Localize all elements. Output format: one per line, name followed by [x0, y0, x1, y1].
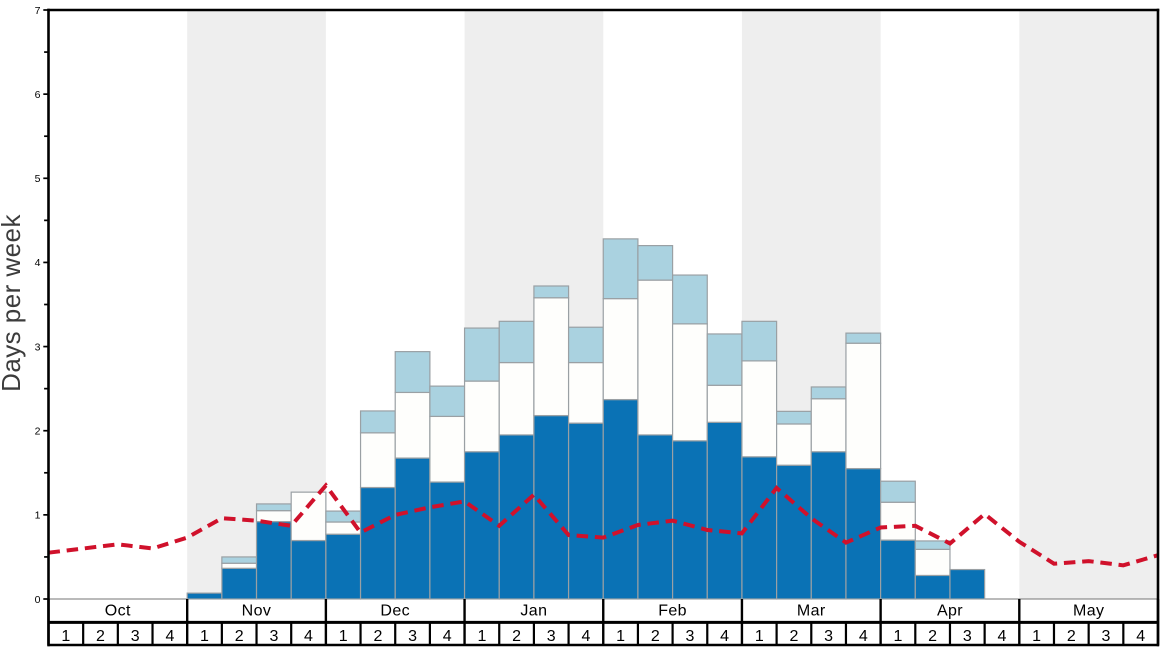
svg-text:2: 2 — [789, 628, 798, 645]
svg-text:1: 1 — [755, 628, 764, 645]
svg-text:1: 1 — [616, 628, 625, 645]
svg-text:3: 3 — [269, 628, 278, 645]
svg-text:7: 7 — [35, 5, 41, 17]
svg-text:3: 3 — [131, 628, 140, 645]
svg-text:0: 0 — [35, 594, 41, 606]
svg-text:1: 1 — [61, 628, 70, 645]
svg-text:4: 4 — [304, 628, 313, 645]
svg-text:May: May — [1073, 603, 1104, 620]
svg-text:1: 1 — [477, 628, 486, 645]
svg-text:Days per week: Days per week — [0, 214, 26, 392]
svg-text:3: 3 — [824, 628, 833, 645]
svg-text:3: 3 — [547, 628, 556, 645]
svg-text:4: 4 — [35, 257, 41, 269]
svg-text:6: 6 — [35, 89, 41, 101]
svg-text:3: 3 — [963, 628, 972, 645]
svg-text:Jan: Jan — [520, 603, 547, 620]
svg-text:4: 4 — [165, 628, 174, 645]
svg-text:1: 1 — [339, 628, 348, 645]
svg-text:2: 2 — [35, 426, 41, 438]
svg-text:Feb: Feb — [658, 603, 687, 620]
svg-text:1: 1 — [35, 510, 41, 522]
svg-text:3: 3 — [685, 628, 694, 645]
svg-text:2: 2 — [235, 628, 244, 645]
svg-text:Dec: Dec — [380, 603, 410, 620]
svg-text:3: 3 — [1102, 628, 1111, 645]
svg-text:Nov: Nov — [242, 603, 272, 620]
svg-text:2: 2 — [512, 628, 521, 645]
svg-text:1: 1 — [200, 628, 209, 645]
svg-text:4: 4 — [581, 628, 590, 645]
svg-text:4: 4 — [998, 628, 1007, 645]
svg-text:4: 4 — [443, 628, 452, 645]
svg-text:2: 2 — [651, 628, 660, 645]
svg-text:4: 4 — [720, 628, 729, 645]
svg-text:Mar: Mar — [797, 603, 826, 620]
svg-text:4: 4 — [859, 628, 868, 645]
svg-text:2: 2 — [96, 628, 105, 645]
svg-text:1: 1 — [894, 628, 903, 645]
svg-text:4: 4 — [1136, 628, 1145, 645]
svg-text:Apr: Apr — [937, 603, 963, 620]
svg-text:Oct: Oct — [105, 603, 131, 620]
svg-text:3: 3 — [408, 628, 417, 645]
svg-text:2: 2 — [1067, 628, 1076, 645]
svg-text:3: 3 — [35, 341, 41, 353]
svg-text:2: 2 — [373, 628, 382, 645]
svg-text:1: 1 — [1032, 628, 1041, 645]
svg-text:2: 2 — [928, 628, 937, 645]
svg-text:5: 5 — [35, 173, 41, 185]
